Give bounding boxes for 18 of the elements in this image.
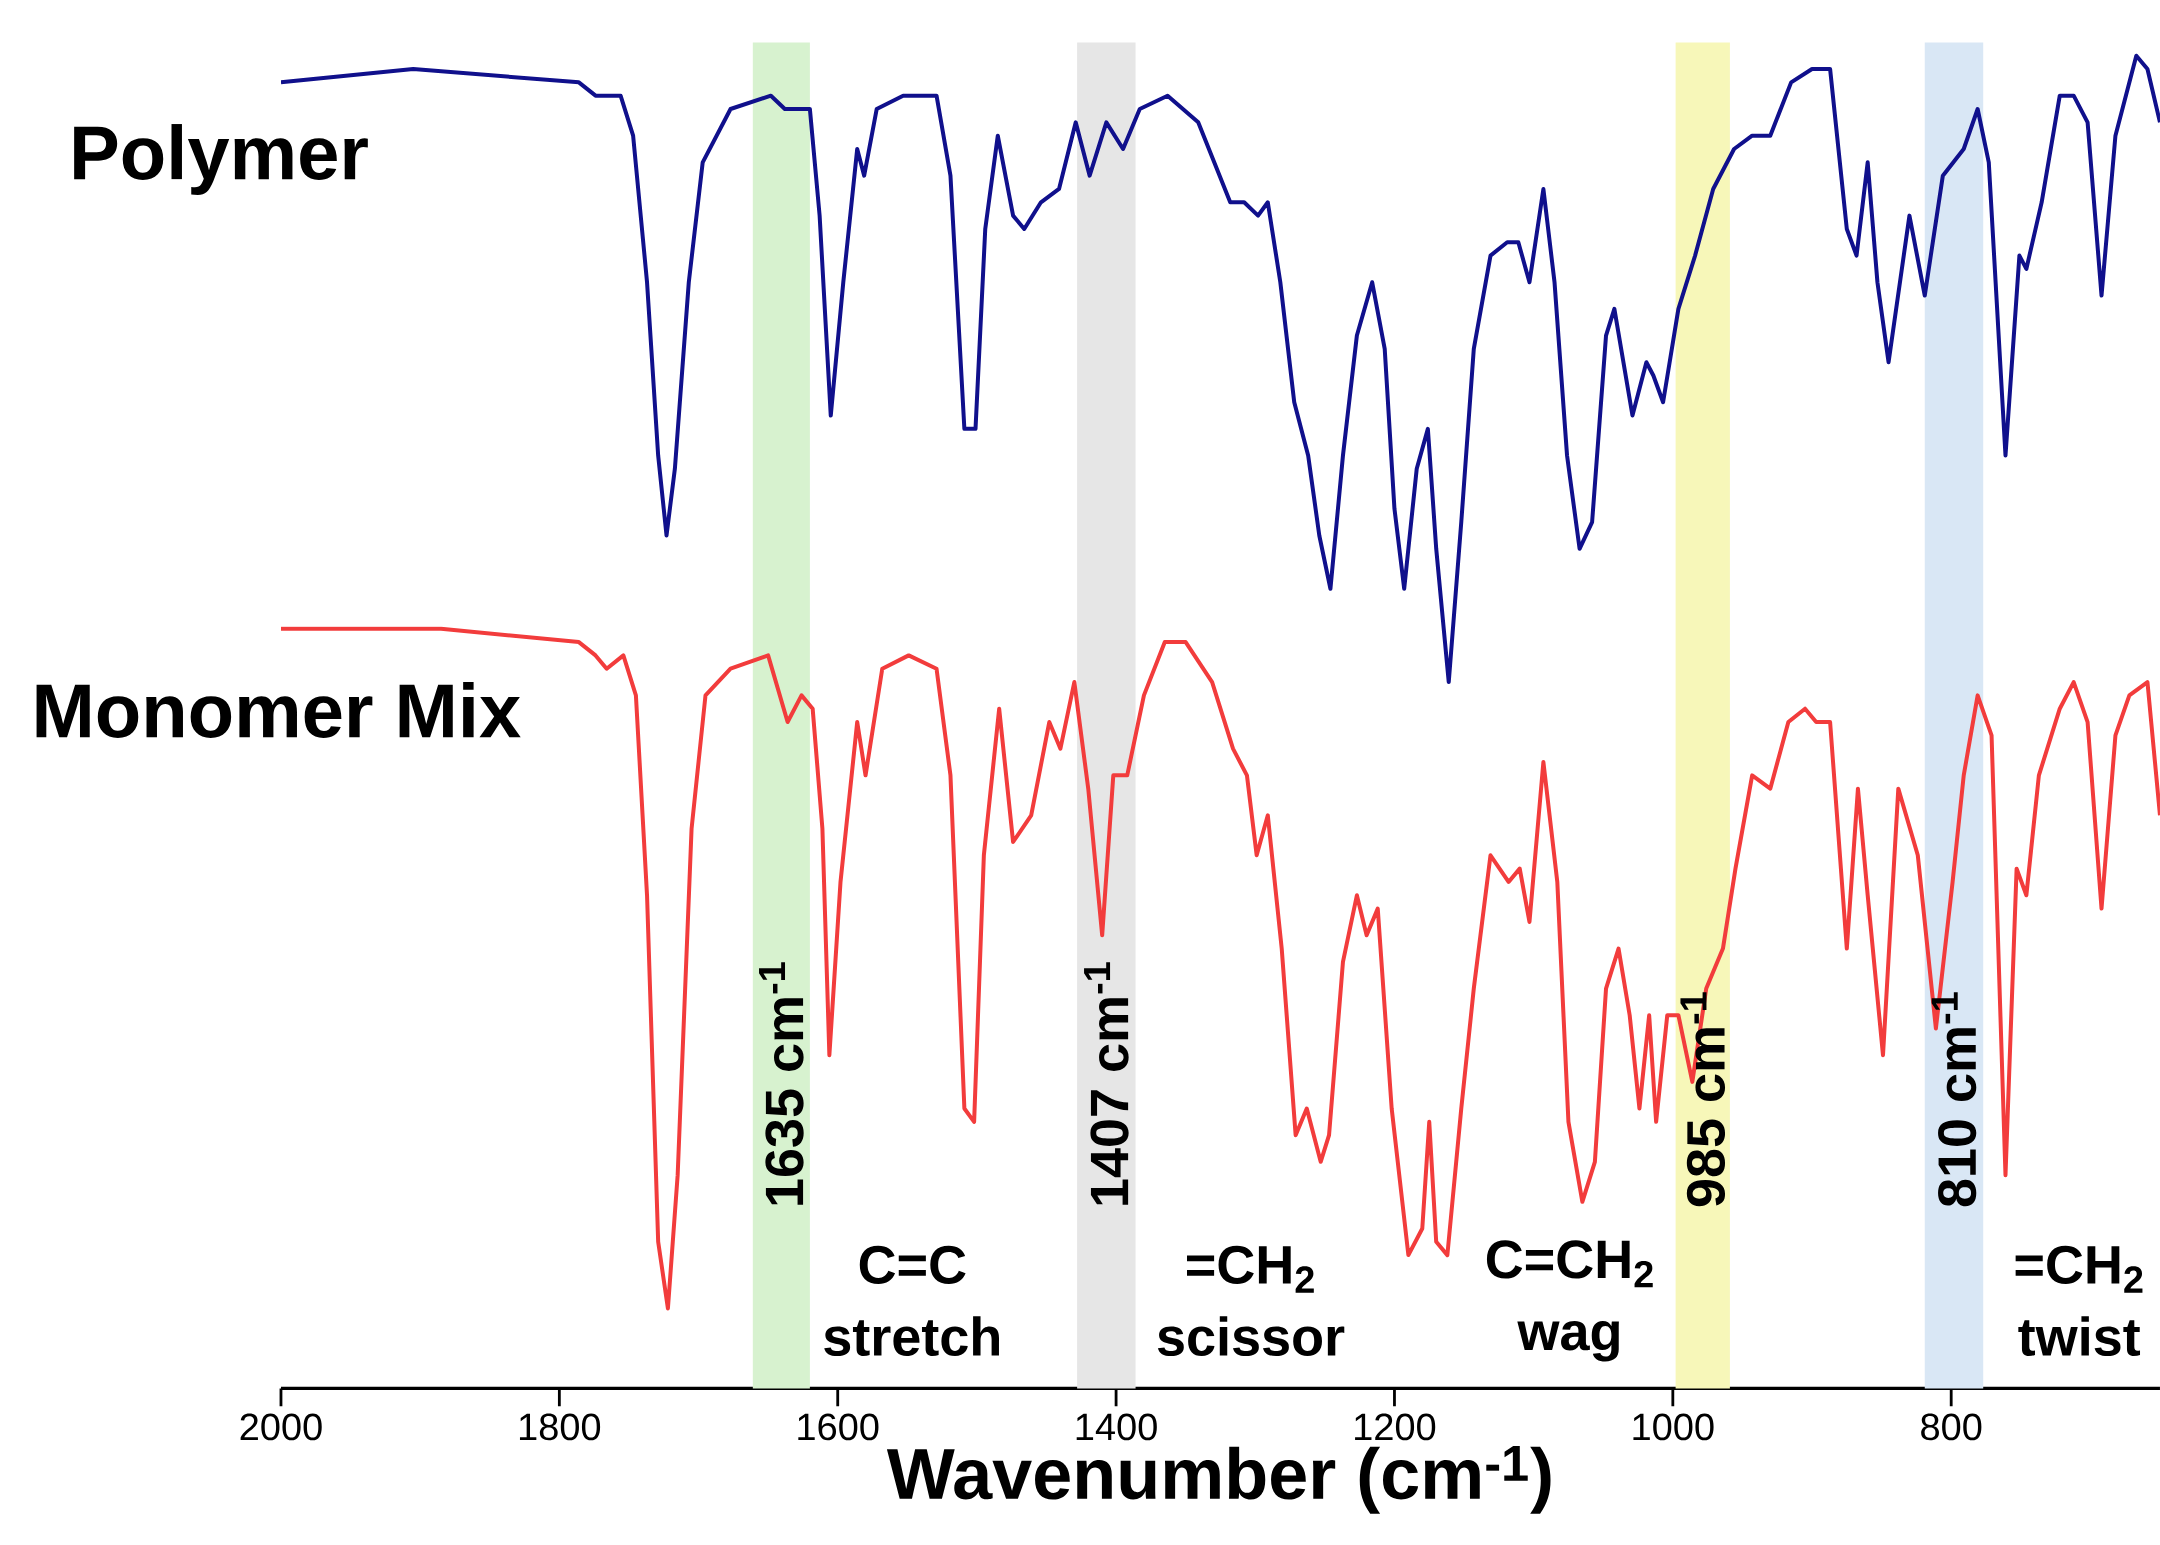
annotation: C=C stretch <box>824 1245 999 1356</box>
annotation: =CH$_{2}$ twist <box>2015 1245 2143 1356</box>
band-label: 985 cm$^{-1}$ <box>1680 992 1726 1206</box>
band-label: 810 cm$^{-1}$ <box>1931 992 1977 1207</box>
band-label: 1407 cm$^{-1}$ <box>1084 962 1129 1205</box>
x-tick-label: 1800 <box>519 1413 601 1441</box>
x-tick-label: 800 <box>1921 1413 1982 1441</box>
series-label: Monomer Mix <box>36 681 521 738</box>
annotation: C=CH$_{2}$ wag <box>1486 1240 1653 1362</box>
x-tick-label: 1400 <box>1076 1413 1157 1441</box>
x-tick-label: 1200 <box>1355 1413 1436 1441</box>
band-label: 1635 cm$^{-1}$ <box>759 962 804 1205</box>
annotation: =CH$_{2}$ scissor <box>1157 1245 1345 1356</box>
x-axis-title: Wavenumber (cm$^{-1}$) <box>886 1445 1551 1514</box>
x-tick-label: 1600 <box>798 1413 879 1441</box>
x-tick-label: 2000 <box>240 1413 322 1441</box>
series-label: Polymer <box>74 123 368 195</box>
x-tick-label: 1000 <box>1633 1413 1714 1441</box>
